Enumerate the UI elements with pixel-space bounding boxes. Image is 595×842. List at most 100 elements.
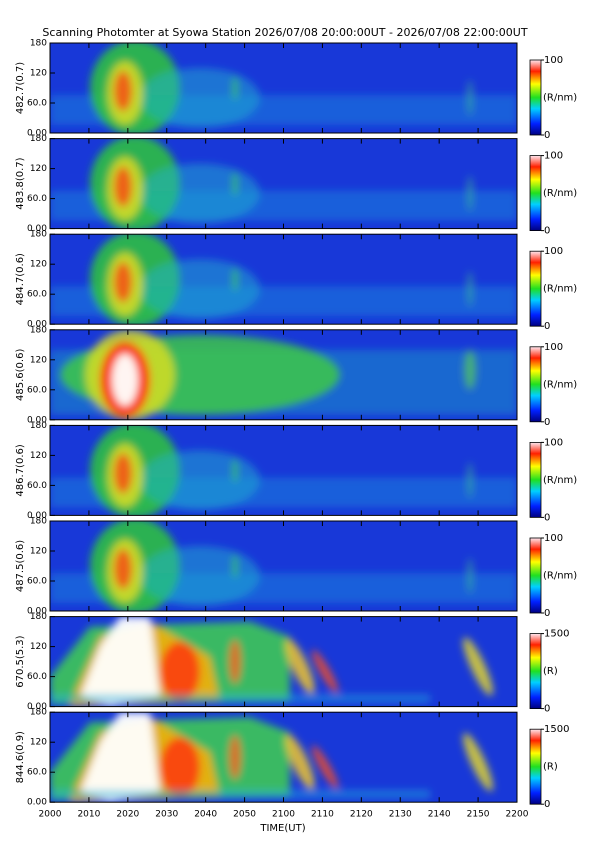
colorbar [529, 346, 542, 423]
heatmap [50, 329, 517, 420]
colorbar [529, 537, 542, 614]
intensity-blob [285, 639, 315, 694]
intensity-blob [467, 462, 473, 499]
heatmap [50, 616, 517, 707]
intensity-blob [285, 734, 315, 790]
heatmap [50, 712, 517, 803]
y-tick-label: 0.00 [27, 511, 47, 521]
y-tick-label: 180 [30, 230, 47, 240]
y-tick-label: 180 [30, 421, 47, 431]
y-tick-label: 120 [30, 355, 47, 365]
intensity-blob [114, 166, 132, 207]
colorbar-tick-label: 100 [544, 342, 563, 353]
x-tick-label: 2130 [389, 810, 412, 820]
colorbar-tick-label: 100 [544, 437, 563, 448]
colorbar-tick-label: 0 [544, 704, 550, 715]
colorbar [529, 728, 542, 805]
intensity-blob [80, 712, 160, 803]
x-tick-label: 2200 [506, 810, 529, 820]
colorbar-tick-label: 100 [544, 533, 563, 544]
heatmap [50, 234, 517, 325]
y-tick-label: 120 [30, 69, 47, 79]
intensity-blob [114, 262, 132, 303]
colorbar-label: (R/nm) [543, 93, 577, 104]
colorbar-tick-label: 1500 [544, 629, 569, 640]
y-tick-label: 0.00 [27, 320, 47, 330]
heatmap [50, 425, 517, 516]
x-tick-label: 2050 [233, 810, 256, 820]
y-tick-label: 180 [30, 612, 47, 622]
colorbar-tick-label: 100 [544, 151, 563, 162]
x-tick-label: 2030 [155, 810, 178, 820]
x-axis-label: TIME(UT) [259, 823, 305, 834]
intensity-blob [467, 80, 473, 116]
intensity-blob [140, 163, 260, 224]
colorbar-tick-label: 0 [544, 417, 550, 428]
y-axis-label: 486.7(0.6) [15, 444, 26, 496]
heatmap-intensity [50, 521, 517, 611]
y-tick-label: 60.0 [27, 577, 47, 587]
intensity-blob [232, 267, 238, 292]
colorbar-tick-label: 0 [544, 321, 550, 332]
intensity-blob [232, 554, 238, 578]
y-tick-label: 60.0 [27, 481, 47, 491]
y-tick-label: 120 [30, 260, 47, 270]
intensity-blob [50, 694, 430, 703]
heatmap-intensity [50, 138, 517, 229]
intensity-blob [467, 175, 473, 212]
colorbar [529, 155, 542, 232]
y-tick-label: 0.00 [27, 129, 47, 139]
y-tick-label: 180 [30, 39, 47, 49]
colorbar-label: (R/nm) [543, 379, 577, 390]
y-tick-label: 180 [30, 325, 47, 335]
intensity-blob [464, 349, 476, 390]
heatmap-intensity [50, 234, 517, 325]
heatmap-intensity [50, 329, 517, 420]
intensity-blob [140, 259, 260, 320]
colorbar-tick-label: 0 [544, 226, 550, 237]
heatmap [50, 43, 517, 133]
x-tick-label: 2100 [272, 810, 295, 820]
y-tick-label: 120 [30, 738, 47, 748]
colorbar-label: (R) [543, 666, 558, 677]
x-tick-label: 2000 [39, 810, 62, 820]
heatmap [50, 138, 517, 229]
intensity-blob [160, 641, 200, 702]
intensity-blob [311, 745, 339, 789]
intensity-blob [467, 558, 473, 594]
y-tick-label: 120 [30, 451, 47, 461]
y-tick-label: 0.00 [27, 415, 47, 425]
intensity-blob [114, 549, 132, 589]
colorbar [529, 250, 542, 327]
y-axis-label: 487.5(0.6) [15, 540, 26, 592]
y-tick-label: 60.0 [27, 385, 47, 395]
y-tick-label: 60.0 [27, 194, 47, 204]
y-tick-label: 180 [30, 134, 47, 144]
y-tick-label: 0.00 [27, 607, 47, 617]
colorbar-tick-label: 0 [544, 512, 550, 523]
y-axis-label: 485.6(0.6) [15, 349, 26, 401]
intensity-blob [311, 649, 339, 694]
x-tick-label: 2020 [116, 810, 139, 820]
heatmap-intensity [50, 425, 517, 516]
intensity-blob [229, 735, 241, 780]
intensity-blob [140, 450, 260, 511]
y-axis-label: 483.8(0.7) [15, 157, 26, 209]
intensity-blob [467, 271, 473, 308]
colorbar-label: (R/nm) [543, 475, 577, 486]
intensity-blob [114, 453, 132, 494]
colorbar-tick-label: 100 [544, 246, 563, 257]
y-tick-label: 0.00 [27, 224, 47, 234]
intensity-blob [232, 76, 238, 100]
intensity-blob [140, 68, 260, 128]
x-tick-label: 2110 [311, 810, 334, 820]
y-tick-label: 60.0 [27, 290, 47, 300]
intensity-blob [229, 639, 241, 684]
colorbar-tick-label: 100 [544, 55, 563, 66]
y-tick-label: 60.0 [27, 768, 47, 778]
y-axis-label: 670.5(5.3) [15, 635, 26, 687]
colorbar-label: (R/nm) [543, 571, 577, 582]
heatmap-intensity [50, 43, 517, 133]
y-axis-label: 484.7(0.6) [15, 253, 26, 305]
heatmap [50, 521, 517, 611]
